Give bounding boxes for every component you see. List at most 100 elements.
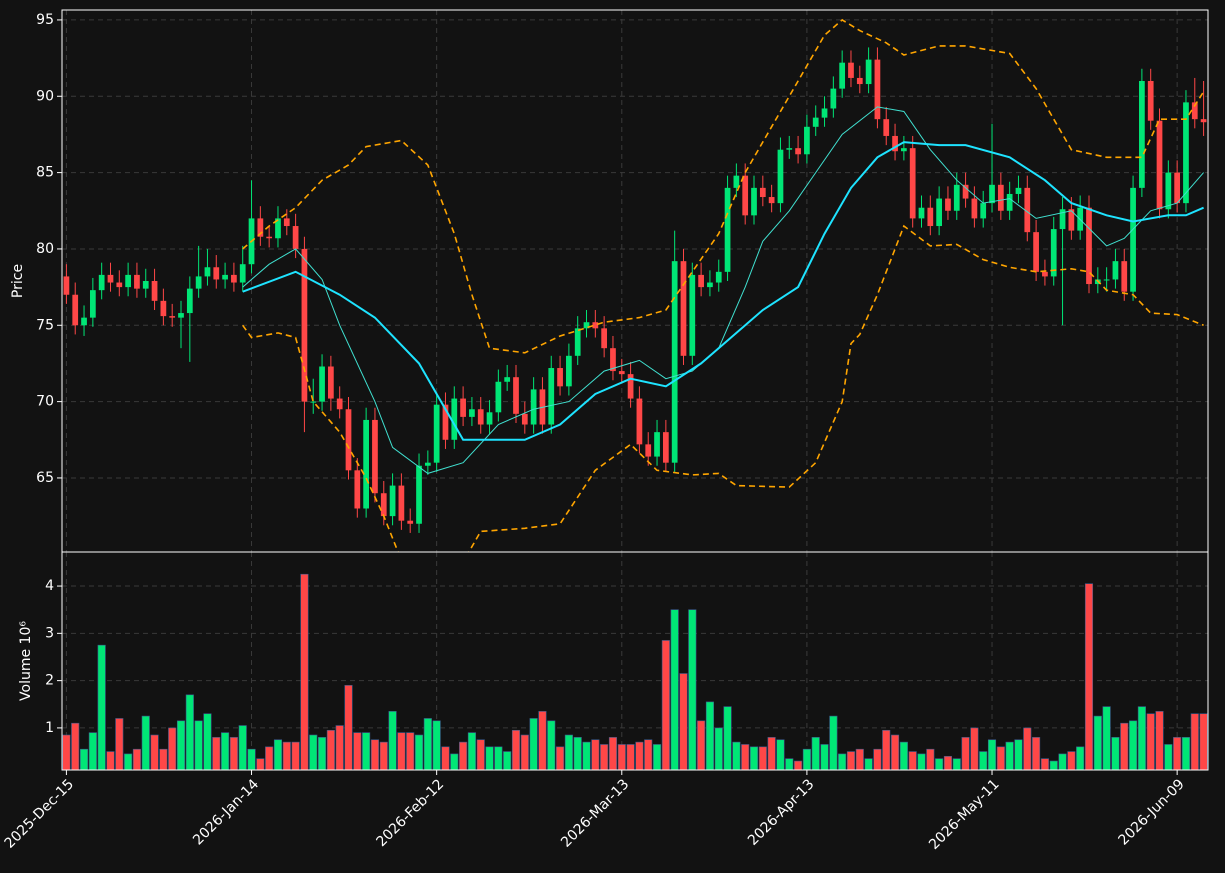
candle-body (213, 267, 220, 280)
candle-body (134, 274, 140, 289)
candle-body (724, 187, 731, 272)
volume-bar (335, 725, 344, 771)
volume-bar (608, 737, 618, 771)
candle-body (918, 207, 925, 219)
candle-body (345, 409, 352, 471)
candle-body (592, 322, 599, 329)
y-tick-label: 1 (45, 720, 54, 736)
volume-bar (520, 734, 529, 771)
candle-body (557, 368, 563, 387)
candle-body (839, 62, 846, 89)
volume-bar (891, 734, 900, 771)
candle-body (389, 485, 396, 517)
volume-bar (1190, 713, 1199, 771)
volume-bar (591, 739, 600, 771)
candle-body (424, 462, 431, 466)
candle-body (1059, 209, 1066, 230)
volume-bar (794, 760, 803, 771)
volume-bar (221, 732, 230, 771)
candle-body (81, 317, 87, 326)
candle-body (1103, 279, 1110, 281)
volume-bar (714, 727, 723, 771)
candle-body (1191, 102, 1198, 120)
candle-body (1165, 172, 1172, 210)
candle-body (583, 322, 590, 329)
candle-body (821, 108, 828, 118)
volume-bar (1111, 737, 1120, 771)
volume-bar (873, 748, 882, 771)
volume-bar (1164, 744, 1173, 771)
candle-body (662, 432, 669, 463)
candle-body (63, 276, 70, 295)
volume-bar (168, 727, 177, 771)
candle-body (477, 409, 484, 425)
candle-body (222, 274, 228, 280)
y-tick-label: 70 (36, 394, 54, 410)
overlay-line (242, 18, 1205, 354)
candle-body (89, 290, 96, 318)
candle-body (997, 184, 1004, 211)
volume-bar (582, 741, 591, 771)
candle-body (1200, 119, 1207, 123)
candle-body (1139, 80, 1145, 188)
candle-body (521, 413, 528, 425)
volume-bar (423, 718, 432, 771)
candle-body (618, 371, 625, 375)
volume-bar (1023, 727, 1032, 771)
y-tick-label: 2 (45, 673, 54, 689)
candle-body (504, 377, 511, 382)
candle-body (433, 404, 440, 463)
volume-bar (829, 715, 838, 771)
candle-body (486, 412, 493, 425)
volume-bar (414, 734, 424, 771)
volume-bar (185, 694, 194, 771)
volume-bar (88, 732, 97, 771)
candle-body (354, 470, 361, 509)
volume-bar (529, 718, 538, 771)
volume-bar (265, 746, 274, 771)
candle-body (1050, 229, 1057, 277)
volume-bar (644, 739, 653, 771)
volume-bar (494, 746, 503, 771)
volume-bar (353, 732, 362, 771)
volume-bar (785, 758, 794, 771)
volume-bar (1199, 713, 1208, 771)
volume-bar (467, 732, 476, 771)
volume-bar (935, 758, 944, 771)
candle-body (848, 62, 854, 78)
volume-bar (229, 737, 238, 771)
candle-body (601, 328, 608, 349)
volume-bar (141, 715, 150, 771)
volume-bar (326, 729, 335, 771)
candle-body (231, 274, 237, 283)
candle-body (336, 398, 343, 410)
volume-bar (379, 741, 388, 771)
candle-body (301, 248, 308, 402)
volume-bar (459, 741, 468, 771)
volume-bar (635, 741, 644, 771)
volume-bar (670, 609, 679, 771)
volume-bar (882, 729, 891, 771)
candle-body (759, 187, 766, 198)
volume-bar (397, 732, 406, 771)
candle-body (1042, 271, 1048, 277)
candle-body (865, 59, 872, 85)
volume-bar (1014, 739, 1023, 771)
volume-bar (247, 748, 256, 771)
candle-body (160, 300, 167, 317)
volume-bar (300, 573, 309, 771)
candle-body (195, 276, 202, 289)
candle-body (513, 377, 519, 414)
volume-bar (1067, 751, 1076, 771)
volume-bar (573, 737, 582, 771)
volume-bar (388, 711, 397, 771)
volume-bar (547, 720, 556, 771)
candle-body (107, 274, 114, 283)
candle-body (671, 261, 678, 463)
candle-body (142, 281, 149, 289)
volume-bar (503, 751, 512, 771)
volume-bar (1120, 722, 1129, 771)
candle-body (442, 404, 449, 440)
candle-body (151, 281, 158, 301)
volume-bar (1155, 711, 1164, 771)
